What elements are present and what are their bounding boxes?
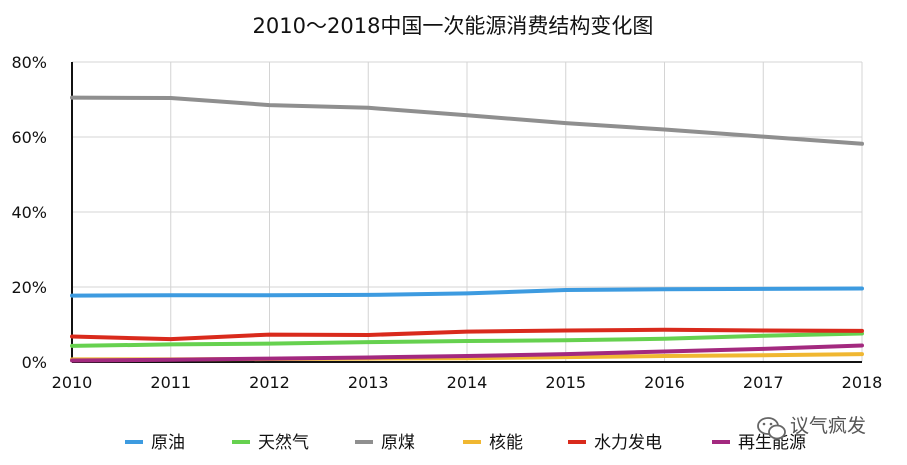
- legend-label: 原煤: [381, 433, 415, 453]
- data-point: [269, 358, 270, 360]
- axes: 0% 20% 40% 60% 80% 2010 2011 2012 2013 2014 2015 20…: [11, 53, 882, 392]
- watermark: 议气疯发: [757, 415, 866, 440]
- data-point: [170, 359, 172, 361]
- data-point: [565, 330, 567, 331]
- data-point: [762, 335, 764, 337]
- data-point: [565, 339, 567, 341]
- watermark-text: 议气疯发: [790, 415, 866, 437]
- data-point: [367, 107, 369, 109]
- legend-label: 天然气: [258, 433, 309, 453]
- y-tick-label: 20%: [11, 278, 47, 297]
- data-point: [861, 345, 863, 346]
- data-point: [664, 288, 665, 290]
- data-point: [71, 345, 73, 347]
- data-point: [664, 355, 665, 357]
- data-point: [565, 356, 567, 358]
- series-lines: [70, 95, 864, 363]
- x-tick-label: 2013: [348, 373, 389, 392]
- data-point: [170, 338, 172, 340]
- data-point: [367, 294, 369, 296]
- data-point: [269, 334, 270, 336]
- x-tick-label: 2015: [545, 373, 586, 392]
- y-tick-label: 40%: [11, 203, 47, 222]
- x-tick-label: 2011: [150, 373, 191, 392]
- data-point: [71, 295, 73, 297]
- legend-label: 水力发电: [594, 433, 662, 453]
- data-point: [466, 340, 468, 342]
- data-point: [466, 292, 468, 294]
- y-tick-label: 60%: [11, 128, 47, 147]
- data-point: [664, 129, 665, 130]
- x-tick-label: 2016: [644, 373, 685, 392]
- data-point: [170, 294, 172, 296]
- data-point: [565, 122, 567, 124]
- wechat-icon: [757, 417, 786, 440]
- data-point: [170, 343, 172, 345]
- data-point: [861, 330, 863, 332]
- data-point: [565, 289, 567, 291]
- data-point: [466, 331, 468, 333]
- legend: 原油 天然气 原煤 核能 水力发电 再生能源: [125, 433, 806, 453]
- x-tick-label: 2017: [743, 373, 784, 392]
- data-point: [762, 354, 764, 356]
- data-point: [269, 104, 270, 106]
- chart-title: 2010～2018中国一次能源消费结构变化图: [253, 14, 654, 38]
- x-tick-label: 2014: [447, 373, 488, 392]
- y-tick-label: 80%: [11, 53, 47, 72]
- data-point: [71, 336, 73, 337]
- data-point: [762, 288, 764, 290]
- data-point: [762, 348, 764, 350]
- data-point: [861, 333, 863, 334]
- data-point: [367, 334, 369, 336]
- x-tick-label: 2012: [249, 373, 290, 392]
- data-point: [861, 353, 863, 355]
- data-point: [861, 143, 863, 145]
- data-point: [664, 329, 665, 331]
- legend-label: 再生能源: [738, 433, 806, 453]
- grid: [72, 61, 863, 362]
- data-point: [367, 357, 369, 358]
- data-point: [466, 355, 468, 357]
- data-point: [861, 288, 863, 289]
- data-point: [466, 114, 468, 116]
- data-point: [71, 97, 73, 99]
- data-point: [664, 338, 665, 340]
- legend-label: 原油: [151, 433, 185, 453]
- data-point: [762, 330, 764, 331]
- legend-label: 核能: [489, 433, 523, 453]
- x-tick-label: 2018: [842, 373, 883, 392]
- data-point: [170, 97, 172, 99]
- data-point: [367, 341, 369, 343]
- data-point: [269, 343, 270, 345]
- data-point: [664, 351, 665, 352]
- y-tick-label: 0%: [22, 353, 47, 372]
- x-tick-label: 2010: [52, 373, 93, 392]
- data-point: [269, 294, 270, 296]
- data-point: [565, 353, 567, 355]
- data-point: [71, 360, 73, 361]
- data-point: [762, 136, 764, 138]
